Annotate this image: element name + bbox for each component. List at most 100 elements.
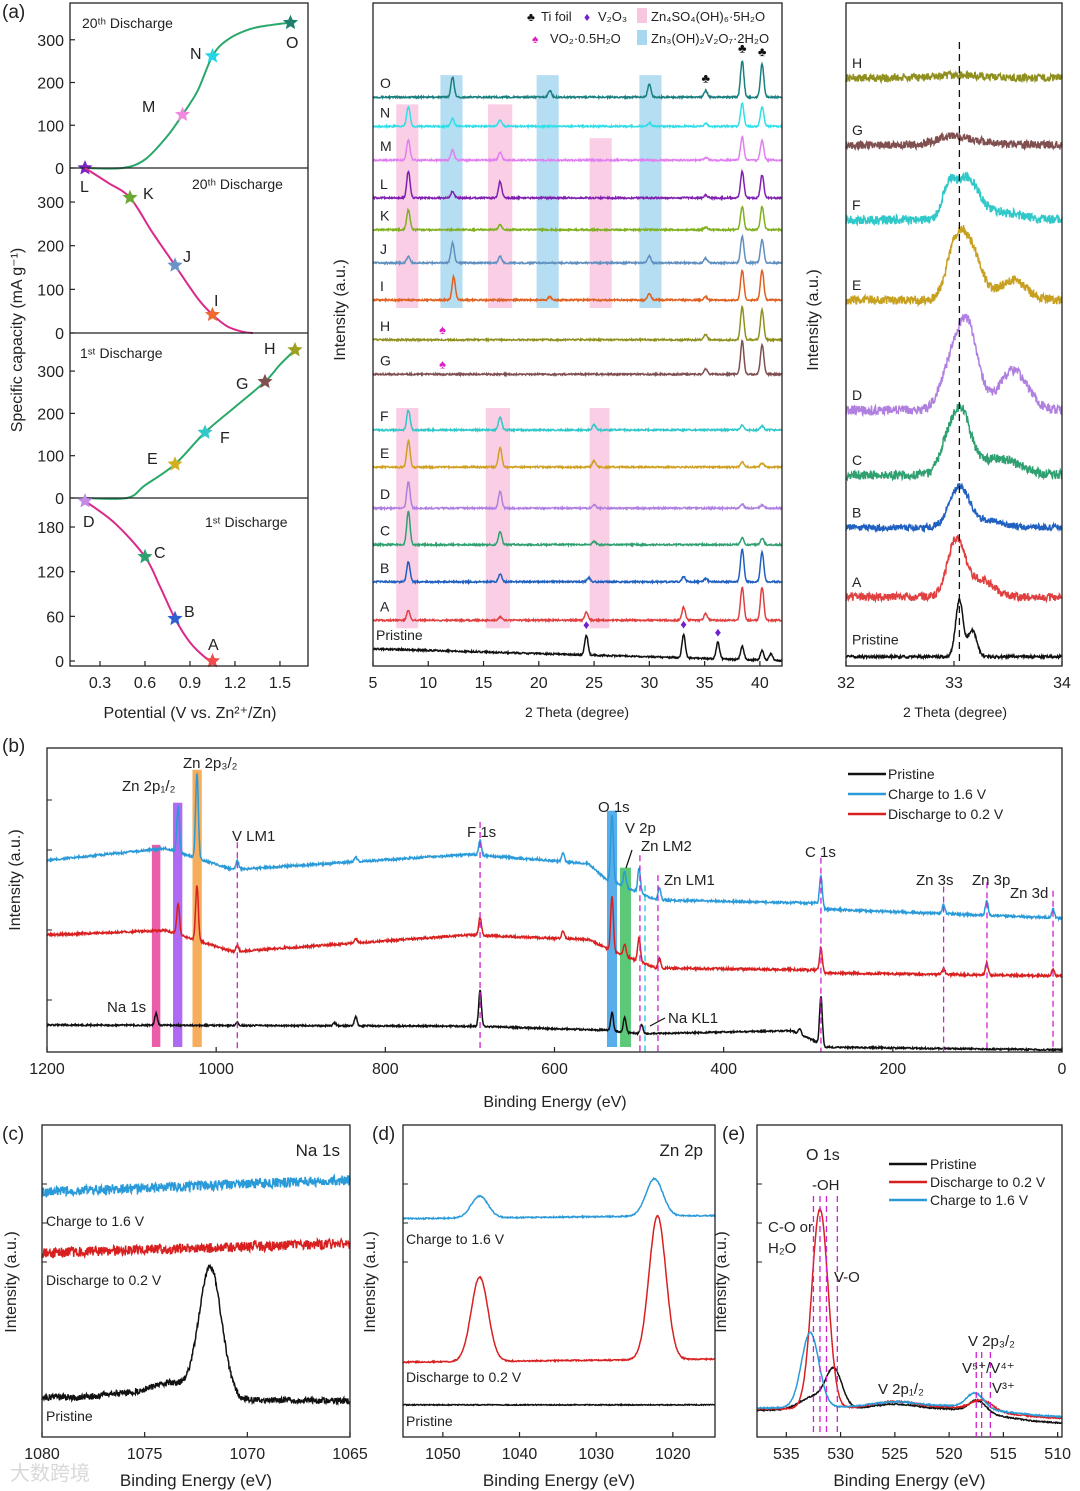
trace-label: K: [380, 208, 390, 224]
series-line-o: [372, 60, 783, 101]
point-label: B: [184, 604, 195, 621]
peak-annotation: Zn 3p: [972, 872, 1010, 889]
trace-label: F: [380, 408, 389, 424]
peak-annotation: Zn 3d: [1010, 885, 1048, 902]
peak-annotation: V 2p₁/₂: [878, 1381, 924, 1398]
series-line-e: [372, 438, 783, 471]
legend-label: Pristine: [930, 1156, 977, 1172]
trace-label: C: [380, 523, 390, 539]
trace-label: H: [852, 55, 862, 71]
trace-label: Charge to 1.6 V: [406, 1231, 505, 1247]
legend-label: V₂O₃: [598, 9, 627, 24]
x-tick-label: 1075: [127, 1446, 163, 1463]
phase-highlight-band: [589, 407, 610, 629]
x-tick-label: 25: [585, 675, 603, 692]
series-line-c: [845, 403, 1063, 482]
legend-swatch: [637, 8, 647, 23]
xps-e-frame: [756, 1124, 1063, 1438]
y-tick-label: 300: [37, 195, 64, 212]
trace-label: Pristine: [406, 1413, 453, 1429]
trace-label: Discharge to 0.2 V: [406, 1369, 522, 1385]
x-tick-label: 0.3: [89, 675, 111, 692]
trace-label: Pristine: [852, 632, 899, 648]
trace-label: O: [380, 75, 391, 91]
x-tick-label: 1040: [502, 1446, 538, 1463]
subplot-title: 1ˢᵗ Discharge: [205, 514, 288, 530]
capacity-curve: [84, 167, 254, 334]
peak-annotation: -OH: [812, 1177, 840, 1194]
phase-marker-icon: ♠: [439, 322, 446, 337]
series-line-b: [372, 548, 783, 586]
x-tick-label: 200: [879, 1061, 906, 1078]
peak-annotation: Zn 2p₃/₂: [183, 755, 238, 772]
x-tick-label: 10: [419, 675, 437, 692]
x-axis-label: 2 Theta (degree): [525, 704, 629, 720]
x-axis-label: 2 Theta (degree): [903, 704, 1007, 720]
series-line-m: [372, 135, 783, 164]
xps-d-frame: [402, 1124, 716, 1438]
star-marker-g: [257, 373, 273, 389]
peak-annotation: V-O: [834, 1269, 860, 1286]
peak-annotation: Zn 2p₁/₂: [122, 778, 176, 795]
element-highlight-band: [192, 769, 202, 1047]
x-tick-label: 525: [881, 1446, 908, 1463]
legend-label: Charge to 1.6 V: [930, 1192, 1029, 1208]
series-line-f: [845, 171, 1063, 227]
trace-label: F: [852, 197, 861, 213]
point-label: M: [142, 99, 155, 116]
trace-label: Charge to 1.6 V: [46, 1213, 145, 1229]
series-line-g: [372, 339, 783, 378]
trace-label: B: [380, 560, 389, 576]
xps-c-frame: [41, 1124, 351, 1438]
star-marker-c: [137, 548, 153, 564]
y-tick-label: 0: [55, 326, 64, 343]
phase-highlight-band: [589, 138, 612, 309]
peak-annotation: Zn LM2: [641, 838, 692, 855]
trace-label: B: [852, 504, 861, 520]
trace-label: Pristine: [376, 627, 423, 643]
legend-label: Charge to 1.6 V: [888, 786, 987, 802]
x-axis-label: Binding Energy (eV): [483, 1471, 635, 1490]
x-tick-label: 1200: [29, 1061, 65, 1078]
peak-annotation: O 1s: [598, 799, 630, 816]
series-line-pristine: [845, 598, 1063, 661]
star-marker-b: [167, 610, 183, 626]
x-tick-label: 40: [751, 675, 769, 692]
diamond-icon: ♦: [584, 10, 590, 24]
y-tick-label: 120: [37, 565, 64, 582]
y-tick-label: 300: [37, 33, 64, 50]
x-tick-label: 1065: [332, 1446, 368, 1463]
phase-marker-icon: ♦: [680, 617, 687, 632]
x-tick-label: 1050: [425, 1446, 461, 1463]
trace-label: Discharge to 0.2 V: [46, 1272, 162, 1288]
phase-highlight-band: [396, 104, 419, 309]
panel-label: (a): [2, 2, 25, 23]
phase-marker-icon: ♣: [701, 71, 710, 86]
y-axis-label: Intensity (a.u.): [332, 259, 349, 360]
star-marker-d: [77, 493, 93, 508]
peak-annotation: H₂O: [768, 1240, 796, 1257]
phase-highlight-band: [485, 407, 511, 629]
legend-label: VO₂·0.5H₂O: [550, 31, 621, 46]
x-tick-label: 800: [372, 1061, 399, 1078]
x-tick-label: 0: [1058, 1061, 1067, 1078]
x-axis-label: Binding Energy (eV): [120, 1471, 272, 1490]
club-icon: ♣: [527, 10, 535, 24]
peak-annotation: Zn LM1: [664, 872, 715, 889]
panel-label: (e): [722, 1124, 745, 1145]
x-tick-label: 515: [990, 1446, 1017, 1463]
y-tick-label: 200: [37, 76, 64, 93]
y-tick-label: 200: [37, 406, 64, 423]
peak-annotation: V 2p₃/₂: [968, 1333, 1015, 1350]
star-marker-e: [167, 456, 183, 471]
legend-swatch: [637, 30, 647, 45]
capacity-curve: [84, 349, 296, 500]
annotation-arrow: [649, 1017, 666, 1027]
subplot-title: 20ᵗʰ Discharge: [192, 176, 283, 192]
series-line-charge-to-1-6-v: [41, 1173, 351, 1198]
star-marker-j: [167, 257, 183, 272]
series-line-discharge-to-0-2-v: [41, 1236, 351, 1260]
x-tick-label: 33: [945, 675, 963, 692]
series-line-charge-to-1-6-v: [757, 1331, 1063, 1419]
y-axis-label: Intensity (a.u.): [713, 1231, 730, 1332]
